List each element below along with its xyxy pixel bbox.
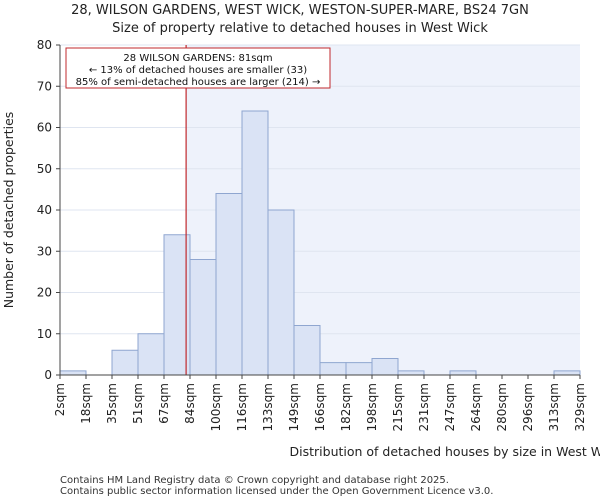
bar <box>111 349 139 376</box>
x-tick-label: 100sqm <box>209 383 223 431</box>
x-tick-label: 247sqm <box>443 383 457 431</box>
x-tick-label: 67sqm <box>157 383 171 424</box>
bar <box>241 110 269 376</box>
y-tick-label: 50 <box>37 162 52 176</box>
bar <box>345 362 373 376</box>
annotation-line-2: ← 13% of detached houses are smaller (33… <box>89 65 307 76</box>
annotation-line-3: 85% of semi-detached houses are larger (… <box>76 77 321 88</box>
annotation-line-1: 28 WILSON GARDENS: 81sqm <box>123 53 272 64</box>
x-tick-label: 133sqm <box>261 383 275 431</box>
y-tick-label: 10 <box>37 327 52 341</box>
chart-title: 28, WILSON GARDENS, WEST WICK, WESTON-SU… <box>71 3 529 18</box>
x-tick-label: 35sqm <box>105 383 119 424</box>
y-tick-label: 20 <box>37 286 52 300</box>
chart-subtitle: Size of property relative to detached ho… <box>112 21 488 36</box>
x-tick-label: 149sqm <box>287 383 301 431</box>
bar <box>59 370 87 376</box>
x-tick-label: 198sqm <box>365 383 379 431</box>
x-axis-label: Distribution of detached houses by size … <box>290 444 600 459</box>
annotation-box: 28 WILSON GARDENS: 81sqm ← 13% of detach… <box>65 47 331 89</box>
bar <box>553 370 581 376</box>
x-tick-label: 116sqm <box>235 383 249 431</box>
x-tick-label: 296sqm <box>521 383 535 431</box>
y-axis-label: Number of detached properties <box>1 112 16 309</box>
x-tick-label: 84sqm <box>183 383 197 424</box>
y-ticks: 0 10 20 30 40 50 60 70 80 <box>37 38 60 382</box>
annotation-frame <box>65 47 331 89</box>
bar <box>215 193 243 376</box>
bar <box>267 209 295 376</box>
x-tick-label: 264sqm <box>469 383 483 431</box>
bar <box>371 358 399 376</box>
y-tick-label: 30 <box>37 244 52 258</box>
bars <box>59 110 581 376</box>
y-tick-label: 60 <box>37 121 52 135</box>
bar <box>449 370 477 376</box>
bar <box>189 259 217 376</box>
x-ticks: 2sqm 18sqm 35sqm 51sqm 67sqm 84sqm 100sqm 116sq… <box>53 375 587 431</box>
x-tick-label: 2sqm <box>53 383 67 416</box>
x-tick-label: 18sqm <box>79 383 93 424</box>
bar <box>397 370 425 376</box>
footer-line-1: Contains HM Land Registry data © Crown c… <box>60 475 449 486</box>
x-tick-label: 231sqm <box>417 383 431 431</box>
x-tick-label: 182sqm <box>339 383 353 431</box>
y-tick-label: 80 <box>37 38 52 52</box>
x-tick-label: 215sqm <box>391 383 405 431</box>
x-tick-label: 166sqm <box>313 383 327 431</box>
x-tick-label: 280sqm <box>495 383 509 431</box>
x-tick-label: 313sqm <box>547 383 561 431</box>
bar <box>137 333 165 376</box>
x-tick-label: 329sqm <box>573 383 587 431</box>
bar <box>319 362 347 376</box>
y-tick-label: 0 <box>44 368 52 382</box>
y-tick-label: 40 <box>37 203 52 217</box>
y-tick-label: 70 <box>37 79 52 93</box>
footer-line-2: Contains public sector information licen… <box>60 486 493 497</box>
bar <box>293 325 321 376</box>
x-tick-label: 51sqm <box>131 383 145 424</box>
